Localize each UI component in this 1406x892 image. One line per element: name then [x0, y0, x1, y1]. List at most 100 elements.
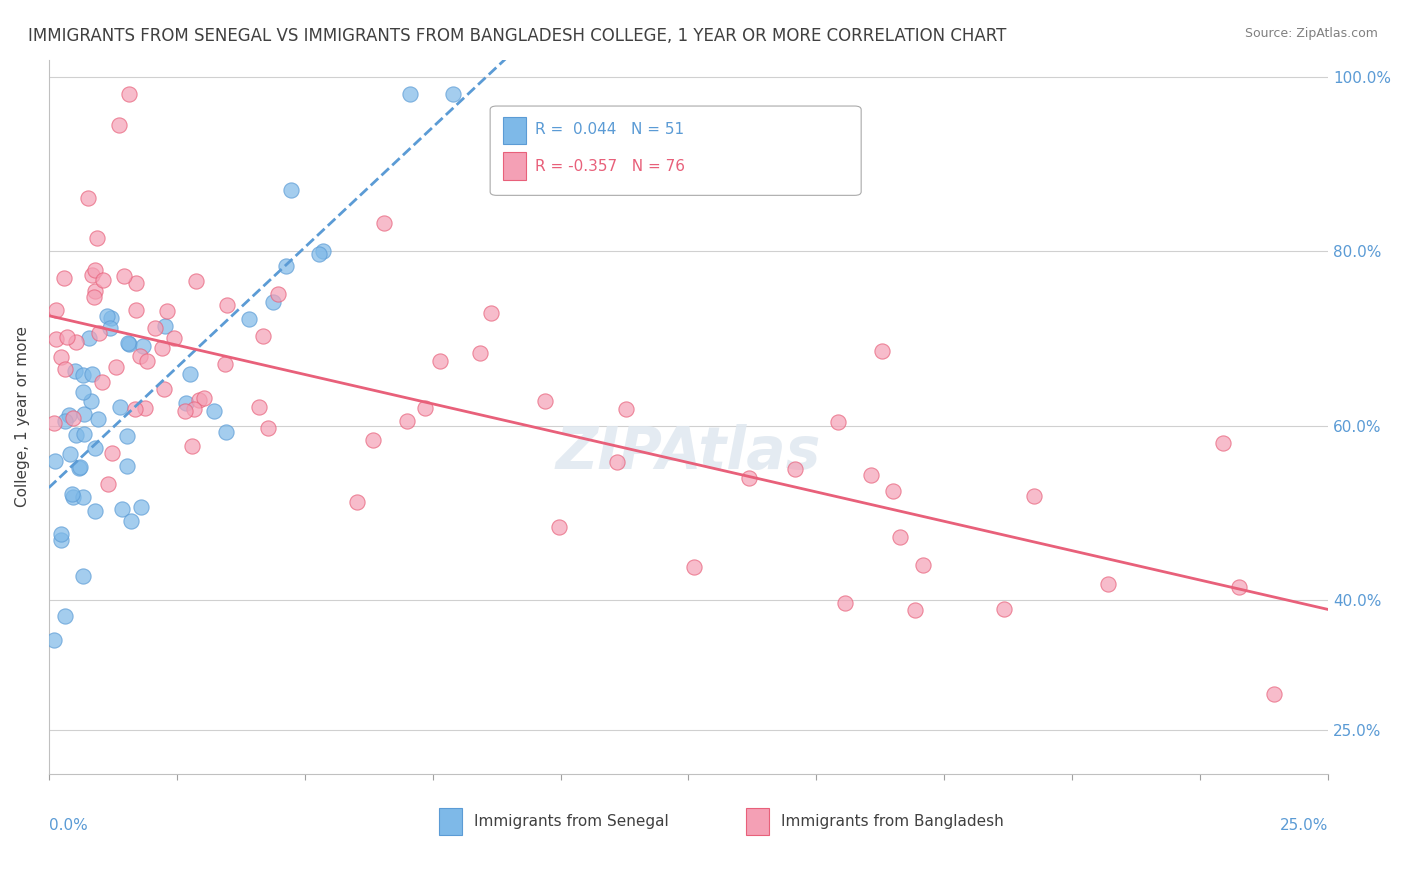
Point — [215, 298, 238, 312]
Point — [606, 455, 628, 469]
Point — [534, 394, 557, 409]
Point — [45, 303, 67, 318]
Point — [117, 336, 139, 351]
Bar — [503, 117, 526, 144]
Point — [860, 468, 883, 483]
Point — [90, 375, 112, 389]
Point — [1263, 687, 1285, 701]
Point — [882, 483, 904, 498]
Point — [1212, 436, 1234, 450]
Point — [129, 349, 152, 363]
Point — [49, 526, 72, 541]
Point — [683, 560, 706, 574]
Point — [308, 246, 330, 260]
Point — [179, 367, 201, 381]
Point — [184, 274, 207, 288]
Point — [247, 400, 270, 414]
Point — [346, 494, 368, 508]
Point — [91, 273, 114, 287]
Point — [79, 394, 101, 409]
Point — [738, 471, 761, 485]
Point — [84, 285, 107, 299]
Point — [470, 346, 492, 360]
Point — [214, 357, 236, 371]
Point — [134, 401, 156, 415]
Point — [67, 460, 90, 475]
Point — [73, 426, 96, 441]
Point — [49, 350, 72, 364]
Point — [59, 447, 82, 461]
Point — [174, 404, 197, 418]
Bar — [503, 153, 526, 179]
Point — [72, 568, 94, 582]
Point — [77, 191, 100, 205]
Point — [413, 401, 436, 415]
Point — [912, 558, 935, 573]
Point — [53, 362, 76, 376]
Point — [193, 392, 215, 406]
Point — [280, 183, 302, 197]
Point — [547, 520, 569, 534]
Point — [98, 321, 121, 335]
Point — [150, 341, 173, 355]
Text: Immigrants from Bangladesh: Immigrants from Bangladesh — [780, 814, 1004, 830]
Point — [84, 441, 107, 455]
Point — [44, 454, 66, 468]
Point — [53, 414, 76, 428]
Point — [252, 329, 274, 343]
Text: IMMIGRANTS FROM SENEGAL VS IMMIGRANTS FROM BANGLADESH COLLEGE, 1 YEAR OR MORE CO: IMMIGRANTS FROM SENEGAL VS IMMIGRANTS FR… — [28, 27, 1007, 45]
Point — [53, 609, 76, 624]
Point — [215, 425, 238, 440]
Text: ZIPAtlas: ZIPAtlas — [555, 424, 821, 481]
Point — [1022, 489, 1045, 503]
Point — [614, 402, 637, 417]
Point — [834, 596, 856, 610]
Point — [72, 385, 94, 400]
Text: 25.0%: 25.0% — [1279, 818, 1329, 832]
Point — [105, 359, 128, 374]
Bar — [747, 807, 769, 835]
Point — [202, 404, 225, 418]
Text: Immigrants from Senegal: Immigrants from Senegal — [474, 814, 668, 830]
Point — [143, 321, 166, 335]
Bar — [439, 807, 463, 835]
Point — [156, 303, 179, 318]
Point — [62, 411, 84, 425]
Point — [118, 337, 141, 351]
Point — [84, 262, 107, 277]
Point — [124, 303, 146, 318]
Point — [124, 402, 146, 417]
Point — [399, 87, 422, 102]
Point — [479, 306, 502, 320]
Point — [82, 268, 104, 282]
Point — [395, 414, 418, 428]
Point — [65, 428, 87, 442]
Point — [63, 364, 86, 378]
Point — [84, 504, 107, 518]
Point — [361, 434, 384, 448]
Point — [87, 412, 110, 426]
Point — [77, 331, 100, 345]
Point — [135, 353, 157, 368]
Y-axis label: College, 1 year or more: College, 1 year or more — [15, 326, 30, 508]
Point — [312, 244, 335, 259]
Point — [56, 330, 79, 344]
Point — [52, 271, 75, 285]
FancyBboxPatch shape — [491, 106, 860, 195]
Point — [117, 428, 139, 442]
Point — [257, 421, 280, 435]
Point — [152, 382, 174, 396]
Point — [827, 415, 849, 429]
Point — [118, 87, 141, 102]
Point — [97, 477, 120, 491]
Point — [889, 530, 911, 544]
Point — [80, 367, 103, 381]
Point — [153, 318, 176, 333]
Point — [45, 332, 67, 346]
Point — [785, 461, 807, 475]
Point — [96, 309, 118, 323]
Point — [83, 290, 105, 304]
Point — [111, 501, 134, 516]
Point — [238, 311, 260, 326]
Point — [125, 276, 148, 290]
